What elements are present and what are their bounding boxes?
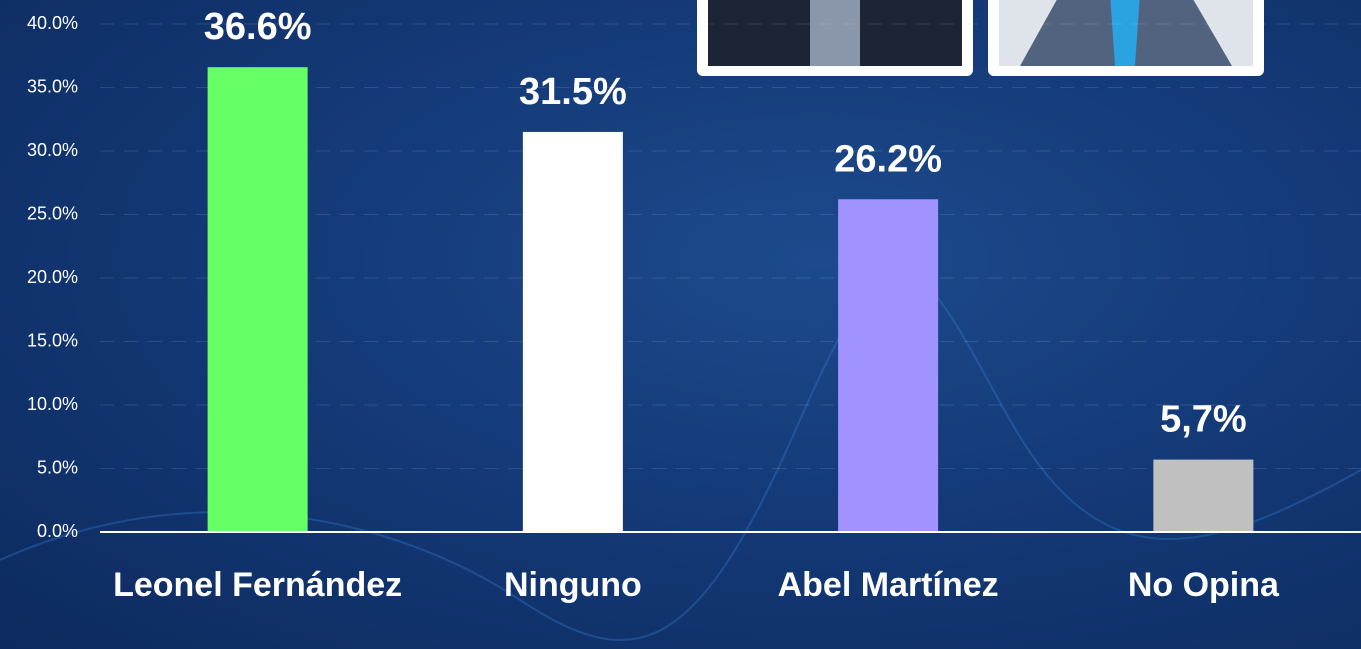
photo-shirt xyxy=(810,0,860,66)
y-tick-label: 25.0% xyxy=(27,203,78,223)
bar xyxy=(522,131,623,532)
value-label: 31.5% xyxy=(519,71,627,113)
x-tick-label: Abel Martínez xyxy=(777,566,999,604)
x-tick-label: Ninguno xyxy=(503,566,642,604)
bar xyxy=(838,199,939,532)
y-tick-label: 30.0% xyxy=(27,140,78,160)
bar xyxy=(1153,459,1254,532)
y-tick-label: 40.0% xyxy=(27,13,78,33)
value-label: 36.6% xyxy=(204,6,312,48)
y-tick-label: 20.0% xyxy=(27,267,78,287)
bar xyxy=(207,67,308,533)
x-tick-label: Leonel Fernández xyxy=(113,566,403,604)
y-tick-label: 10.0% xyxy=(27,394,78,414)
value-label: 5,7% xyxy=(1160,399,1247,441)
value-label: 26.2% xyxy=(834,138,942,180)
x-tick-label: No Opina xyxy=(1127,566,1279,604)
y-tick-label: 35.0% xyxy=(27,76,78,96)
photo-tie xyxy=(1110,0,1140,66)
y-tick-label: 0.0% xyxy=(37,521,78,541)
y-tick-label: 5.0% xyxy=(37,457,78,477)
y-tick-label: 15.0% xyxy=(27,330,78,350)
